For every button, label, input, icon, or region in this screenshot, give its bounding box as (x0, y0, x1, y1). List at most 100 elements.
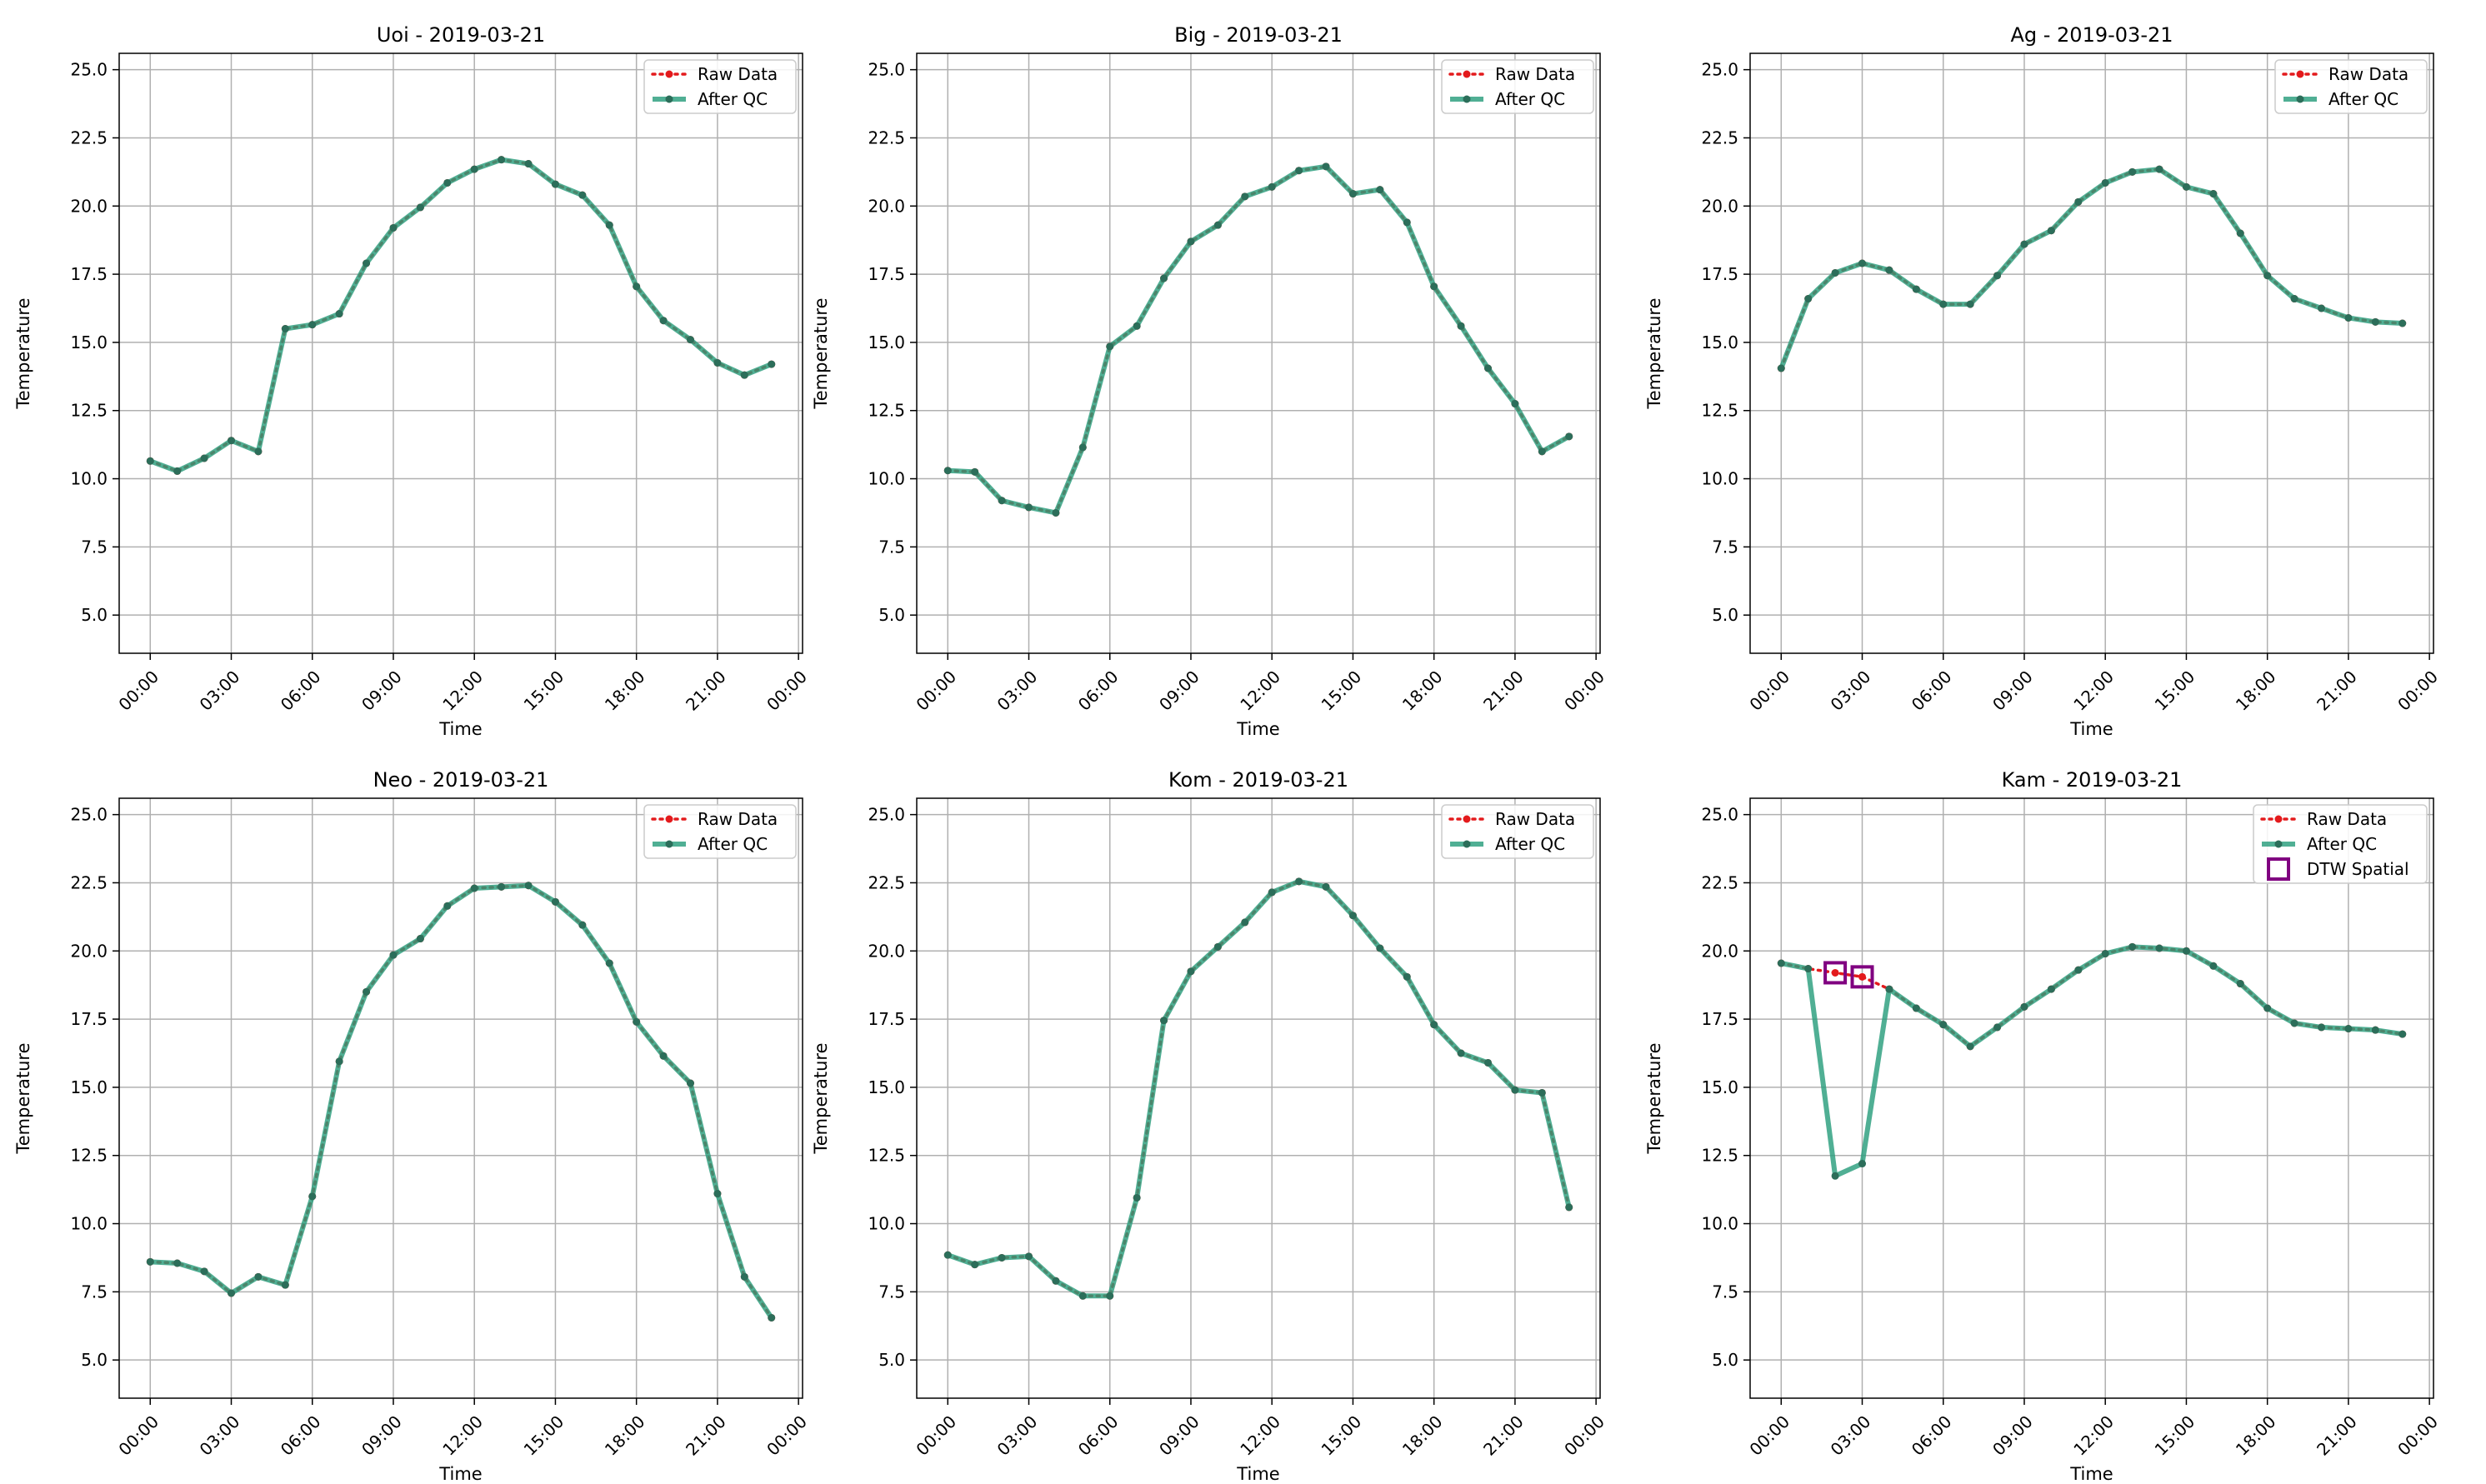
y-tick-label: 17.5 (1701, 1009, 1738, 1029)
after-qc-point (498, 156, 506, 164)
x-tick-label: 21:00 (2313, 1412, 2361, 1460)
legend-label-after-qc: After QC (2328, 89, 2398, 109)
after-qc-point (740, 1272, 748, 1281)
x-tick-label: 03:00 (993, 1412, 1042, 1460)
series-line-after-qc (947, 878, 1572, 1299)
x-axis-label: Time (2069, 719, 2113, 739)
after-qc-point (2317, 1023, 2325, 1032)
after-qc-point (416, 203, 424, 212)
x-tick-label: 03:00 (993, 667, 1042, 715)
legend-marker-raw-data (1463, 70, 1471, 78)
after-qc-point (2101, 950, 2109, 958)
y-tick-label: 17.5 (868, 264, 905, 284)
x-tick-label: 15:00 (2151, 667, 2199, 715)
x-axis-label: Time (2069, 1464, 2113, 1484)
y-tick-label: 20.0 (70, 941, 108, 961)
y-tick-label: 5.0 (878, 605, 905, 625)
after-qc-point (1322, 882, 1330, 891)
x-axis-label: Time (1236, 719, 1279, 739)
legend-marker-after-qc (1463, 840, 1471, 848)
chart-title: Kam - 2019-03-21 (2002, 768, 2183, 792)
x-axis-label: Time (1236, 1464, 1279, 1484)
after-qc-point (1804, 295, 1813, 303)
legend: Raw Data After QC (1441, 804, 1594, 859)
y-tick-label: 22.5 (868, 127, 905, 147)
y-tick-label: 17.5 (1701, 264, 1738, 284)
x-tick-label: 18:00 (601, 1412, 649, 1460)
after-qc-point (1052, 508, 1060, 517)
legend-marker-after-qc (1463, 95, 1471, 103)
x-tick-label: 00:00 (912, 1412, 960, 1460)
y-tick-label: 20.0 (1701, 196, 1738, 216)
after-qc-point (971, 1261, 979, 1269)
x-tick-label: 12:00 (438, 1412, 487, 1460)
after-qc-point (2020, 1002, 2028, 1011)
after-qc-point (2290, 1019, 2298, 1027)
dtw-spatial-marker (1850, 965, 1874, 989)
after-qc-point (1376, 186, 1384, 194)
x-tick-label: 00:00 (2393, 1412, 2442, 1460)
series-line-raw-data (946, 879, 1571, 1298)
after-qc-point (2398, 1030, 2407, 1038)
legend-label-raw-data: Raw Data (2328, 64, 2408, 84)
after-qc-point (1457, 322, 1465, 330)
after-qc-point (498, 882, 506, 891)
x-tick-label: 18:00 (1398, 1412, 1447, 1460)
legend-label-after-qc: After QC (1495, 834, 1565, 854)
after-qc-point (2263, 1004, 2272, 1012)
after-qc-point (2074, 966, 2083, 974)
after-qc-point (998, 1253, 1006, 1262)
axes-frame (916, 797, 1601, 1399)
after-qc-point (1025, 1252, 1033, 1261)
x-tick-label: 00:00 (1560, 667, 1608, 715)
after-qc-point (2371, 1026, 2379, 1034)
after-qc-point (2290, 295, 2298, 303)
after-qc-point (1939, 1021, 1948, 1029)
after-qc-point (1106, 1292, 1114, 1300)
x-tick-label: 15:00 (1318, 1412, 1366, 1460)
y-tick-label: 10.0 (70, 469, 108, 489)
after-qc-point (173, 467, 182, 475)
raw-data-point (1858, 972, 1867, 981)
after-qc-point (1322, 162, 1330, 171)
after-qc-point (971, 467, 979, 476)
after-qc-point (551, 180, 559, 188)
x-tick-label: 00:00 (763, 667, 811, 715)
after-qc-point (1777, 364, 1785, 372)
y-tick-label: 12.5 (1701, 1146, 1738, 1166)
after-qc-point (1966, 1042, 1974, 1051)
x-tick-label: 03:00 (196, 667, 244, 715)
after-qc-point (1912, 285, 1920, 293)
after-qc-point (1457, 1049, 1465, 1057)
after-qc-point (1565, 1203, 1573, 1212)
series-line-raw-data (946, 164, 1571, 515)
legend-label-after-qc: After QC (698, 834, 768, 854)
after-qc-point (1078, 443, 1087, 452)
x-tick-label: 15:00 (520, 667, 568, 715)
after-qc-point (1858, 259, 1867, 267)
x-tick-label: 06:00 (277, 667, 325, 715)
y-axis-label: Temperature (1644, 1042, 1664, 1154)
after-qc-point (200, 1267, 208, 1276)
x-tick-label: 21:00 (2313, 667, 2361, 715)
after-qc-point (578, 191, 587, 199)
after-qc-point (1160, 274, 1168, 282)
after-qc-point (2128, 942, 2137, 951)
legend: Raw Data After QC (2274, 59, 2428, 114)
y-tick-label: 22.5 (868, 872, 905, 892)
axes-frame (118, 797, 803, 1399)
after-qc-point (2047, 985, 2055, 993)
after-qc-point (2101, 178, 2109, 187)
after-qc-point (2155, 165, 2163, 173)
x-tick-label: 03:00 (196, 1412, 244, 1460)
after-qc-point (740, 371, 748, 379)
after-qc-point (1187, 967, 1195, 976)
after-qc-point (1538, 447, 1546, 456)
legend-marker-after-qc (665, 840, 673, 848)
after-qc-point (1295, 877, 1303, 886)
after-qc-point (1403, 218, 1411, 227)
x-tick-label: 09:00 (1155, 667, 1203, 715)
after-qc-point (1885, 985, 1893, 993)
y-tick-label: 12.5 (1701, 401, 1738, 421)
after-qc-point (281, 325, 289, 333)
